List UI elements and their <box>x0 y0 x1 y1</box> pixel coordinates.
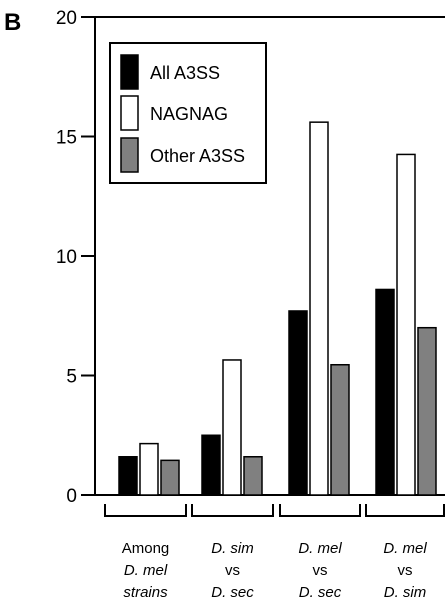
bar-nagnag <box>309 121 329 496</box>
category-bracket <box>191 504 274 517</box>
y-tick-label: 15 <box>56 128 77 149</box>
y-tick-label: 0 <box>66 486 77 507</box>
panel-label: B <box>4 9 21 36</box>
bar-nagnag <box>396 153 416 496</box>
legend-swatch <box>120 137 139 173</box>
category-label: vs <box>313 562 328 579</box>
legend: All A3SS NAGNAG Other A3SS <box>109 42 267 184</box>
category-label: D. mel <box>298 540 342 557</box>
category-bracket <box>279 504 361 517</box>
bar-other-a3ss <box>330 363 350 496</box>
legend-label: Other A3SS <box>150 146 245 166</box>
category-label: vs <box>225 562 240 579</box>
bar-all-a3ss <box>118 456 138 496</box>
category-label: D. sec <box>211 584 254 601</box>
bar-nagnag <box>139 442 159 496</box>
category-label: D. sec <box>299 584 342 601</box>
bar-nagnag <box>222 359 242 496</box>
category-label: D. mel <box>124 562 168 579</box>
bar-all-a3ss <box>201 434 221 496</box>
y-tick-label: 5 <box>66 367 77 388</box>
bars <box>118 121 437 496</box>
category-bracket <box>104 504 187 517</box>
bar-all-a3ss <box>288 310 308 496</box>
category-label: Among <box>122 540 170 557</box>
bar-other-a3ss <box>160 459 180 496</box>
category-label: D. mel <box>383 540 427 557</box>
legend-label: NAGNAG <box>150 104 228 124</box>
bar-other-a3ss <box>243 456 263 496</box>
category-bracket <box>365 504 445 517</box>
category-label: strains <box>123 584 168 601</box>
bar-all-a3ss <box>375 288 395 496</box>
y-tick-label: 20 <box>56 8 77 29</box>
category-brackets: Among D. mel strains D. sim vs D. sec D. mel vs… <box>104 504 445 601</box>
category-label: vs <box>398 562 413 579</box>
legend-label: All A3SS <box>150 63 220 83</box>
category-label: D. sim <box>211 540 254 557</box>
legend-swatch <box>120 95 139 131</box>
bar-other-a3ss <box>417 326 437 496</box>
legend-swatch <box>120 54 139 90</box>
category-label: D. sim <box>384 584 427 601</box>
y-tick-label: 10 <box>56 247 77 268</box>
